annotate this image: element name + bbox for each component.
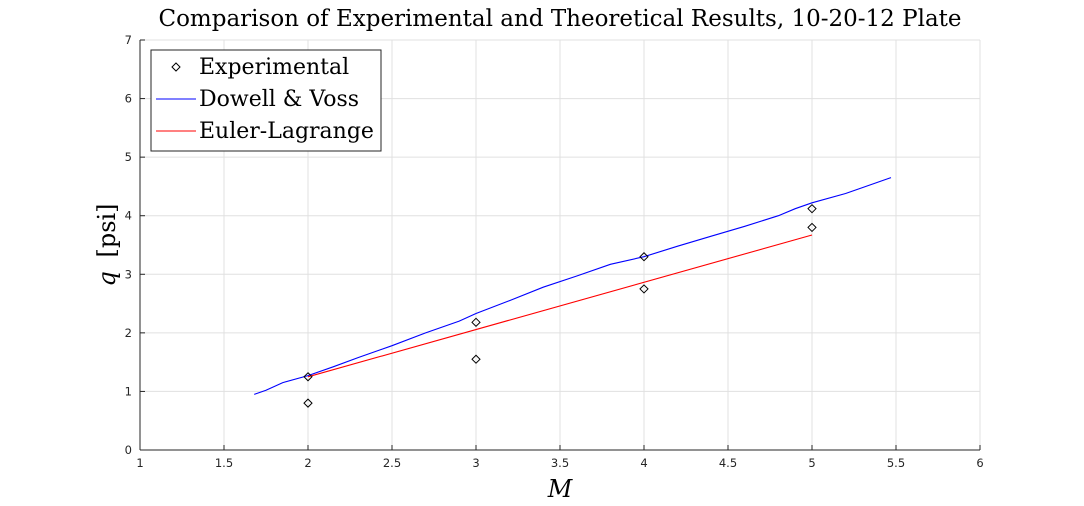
x-tick-label: 2 (304, 456, 311, 470)
x-tick-label: 3.5 (551, 456, 569, 470)
x-tick-label: 4.5 (719, 456, 737, 470)
series-line-2 (307, 234, 813, 378)
y-tick-label: 4 (125, 209, 132, 223)
y-tick-label: 2 (125, 326, 132, 340)
data-point (303, 398, 313, 408)
data-point (639, 252, 649, 262)
x-tick-label: 6 (976, 456, 983, 470)
legend-label: Dowell & Voss (199, 87, 359, 112)
x-tick-label: 5.5 (887, 456, 905, 470)
x-tick-label: 2.5 (383, 456, 401, 470)
y-axis-label-unit: [psi] (93, 203, 121, 257)
y-tick-label: 6 (125, 92, 132, 106)
x-tick-labels: 1 1.5 2 2.5 3 3.5 4 4.5 5 5.5 6 (136, 456, 983, 470)
series-layer (254, 177, 892, 408)
series-line-1 (254, 177, 892, 395)
y-tick-label: 0 (125, 443, 132, 457)
data-point (639, 284, 649, 294)
legend-label: Experimental (199, 55, 349, 80)
x-tick-label: 4 (640, 456, 647, 470)
x-tick-label: 5 (808, 456, 815, 470)
x-tick-label: 3 (472, 456, 479, 470)
x-axis-label: M (547, 475, 574, 503)
axes (139, 39, 981, 451)
y-tick-label: 1 (125, 384, 132, 398)
data-point (471, 317, 481, 328)
y-tick-label: 7 (125, 33, 132, 47)
data-point (807, 203, 817, 214)
legend: Experimental Dowell & Voss Euler-Lagrange (150, 49, 382, 152)
y-tick-label: 3 (125, 267, 132, 281)
y-axis-label-var: q (93, 271, 121, 286)
x-tick-label: 1 (136, 456, 143, 470)
legend-label: Euler-Lagrange (199, 119, 374, 144)
chart-title: Comparison of Experimental and Theoretic… (158, 6, 961, 32)
y-axis-label: q [psi] (93, 203, 121, 286)
legend-marker-0 (171, 62, 181, 72)
data-point (471, 354, 481, 364)
x-tick-label: 1.5 (215, 456, 233, 470)
data-point (303, 372, 313, 382)
data-point (807, 222, 817, 233)
legend-box (150, 49, 382, 152)
y-tick-labels: 0 1 2 3 4 5 6 7 (125, 33, 132, 457)
y-tick-label: 5 (125, 150, 132, 164)
